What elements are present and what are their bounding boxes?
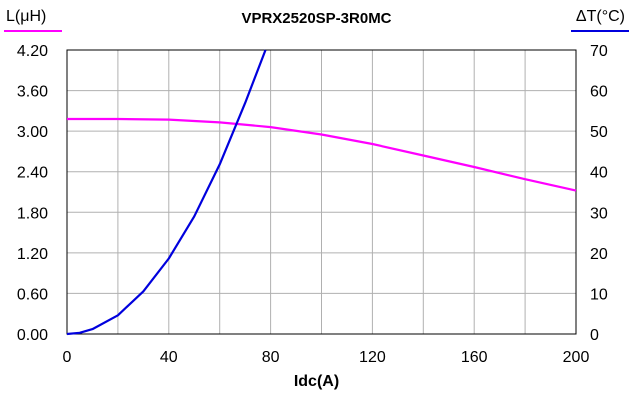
y-left-tick-label: 3.60 — [17, 84, 48, 101]
y-right-tick-label: 40 — [590, 165, 608, 182]
right-axis-label-underline — [571, 30, 629, 32]
y-left-tick-label: 2.40 — [17, 165, 48, 182]
x-tick-label: 120 — [359, 349, 386, 366]
plot-frame — [66, 49, 577, 335]
x-tick-label: 0 — [63, 349, 72, 366]
x-axis-label: Idc(A) — [293, 373, 340, 390]
y-left-tick-label: 0.00 — [17, 327, 48, 344]
y-left-tick-label: 4.20 — [17, 43, 48, 60]
temperature-rise-line — [66, 49, 267, 336]
x-tick-label: 40 — [160, 349, 178, 366]
y-right-tick-label: 0 — [590, 327, 599, 344]
y-left-tick-label: 1.80 — [17, 205, 48, 222]
left-axis-label-underline — [4, 30, 62, 32]
y-right-tick-label: 60 — [590, 84, 608, 101]
right-axis-label: ΔT(°C) — [575, 8, 625, 25]
x-tick-label: 200 — [563, 349, 590, 366]
left-axis-label: L(μH) — [6, 8, 47, 25]
x-tick-label: 160 — [461, 349, 488, 366]
chart-title: VPRX2520SP-3R0MC — [241, 10, 392, 27]
y-right-tick-label: 70 — [590, 43, 608, 60]
y-left-tick-label: 3.00 — [17, 124, 48, 141]
y-right-tick-label: 30 — [590, 205, 608, 222]
y-right-tick-label: 10 — [590, 286, 608, 303]
y-right-tick-label: 50 — [590, 124, 608, 141]
y-right-tick-label: 20 — [590, 246, 608, 263]
inductance-line — [67, 117, 577, 192]
x-tick-label: 80 — [262, 349, 280, 366]
y-left-tick-label: 1.20 — [17, 246, 48, 263]
y-left-tick-label: 0.60 — [17, 286, 48, 303]
